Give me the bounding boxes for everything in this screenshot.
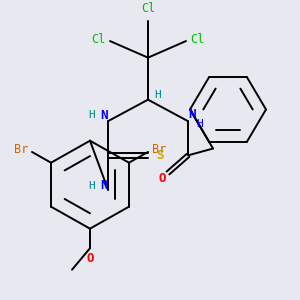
Text: S: S xyxy=(156,149,164,162)
Text: Cl: Cl xyxy=(190,33,204,46)
Text: N: N xyxy=(100,179,108,192)
Text: O: O xyxy=(158,172,166,185)
Text: H: H xyxy=(88,110,95,120)
Text: N: N xyxy=(188,108,196,121)
Text: O: O xyxy=(86,252,94,265)
Text: N: N xyxy=(100,109,108,122)
Text: H: H xyxy=(196,119,203,129)
Text: H: H xyxy=(154,90,161,100)
Text: Br: Br xyxy=(14,143,28,157)
Text: H: H xyxy=(88,181,95,191)
Text: Br: Br xyxy=(152,143,166,157)
Text: Cl: Cl xyxy=(141,2,155,15)
Text: Cl: Cl xyxy=(92,33,106,46)
